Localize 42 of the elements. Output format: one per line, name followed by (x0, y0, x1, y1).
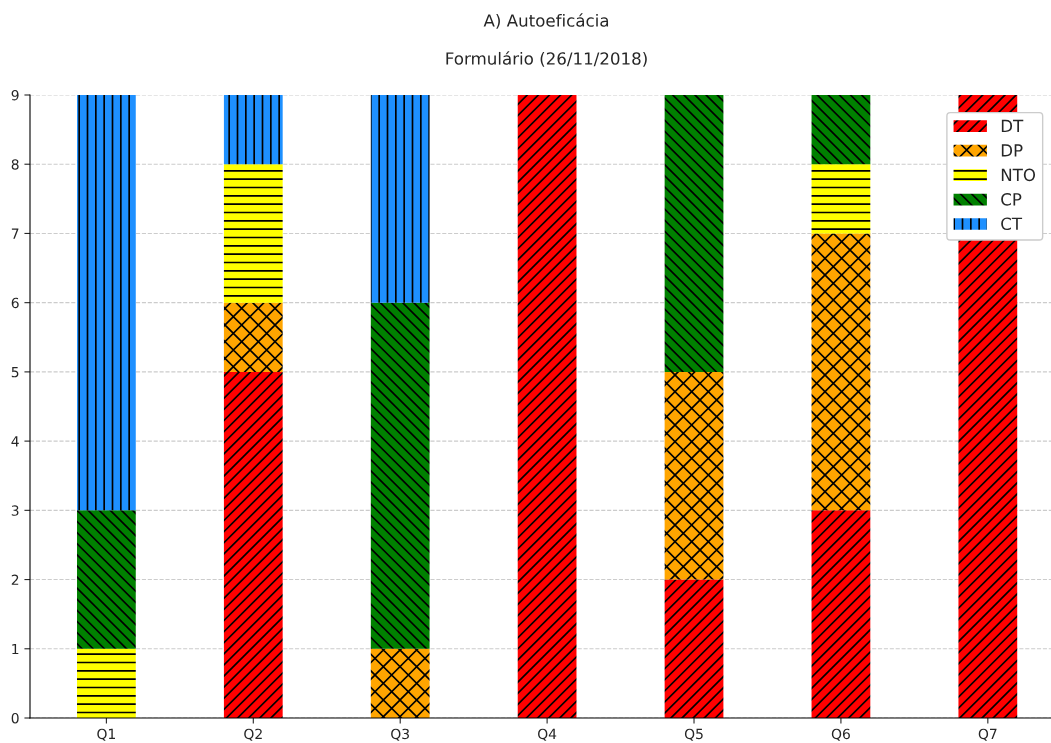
bar (223, 95, 283, 165)
y-tick-label: 8 (11, 159, 19, 170)
bar (811, 95, 871, 165)
y-tick-label: 6 (11, 297, 19, 309)
bar (664, 371, 724, 580)
y-tick-label: 5 (11, 367, 19, 378)
x-tick-label: Q3 (391, 728, 409, 741)
chart-subtitle: Formulário (26/11/2018) (446, 51, 647, 67)
bar (77, 648, 136, 718)
y-tick-label: 7 (11, 228, 19, 239)
bar (223, 371, 283, 718)
legend-label: DP (1001, 144, 1023, 157)
bar (77, 510, 136, 649)
x-tick-label: Q6 (831, 728, 850, 741)
y-tick-label: 1 (12, 643, 19, 655)
x-tick-label: Q1 (97, 728, 115, 741)
bar (77, 95, 136, 511)
y-tick-label: 9 (11, 89, 19, 101)
legend-label: DT (1001, 119, 1024, 133)
bar (811, 510, 871, 718)
bar (370, 648, 430, 718)
chart-title: A) Autoeficácia (483, 13, 609, 29)
legend-label: CP (1001, 193, 1022, 206)
bar (811, 164, 871, 234)
legend-label: CT (1001, 217, 1023, 231)
bar (811, 233, 871, 511)
x-tick-label: Q7 (978, 728, 997, 741)
bar (223, 302, 283, 372)
bar (223, 164, 283, 303)
bar (664, 579, 724, 718)
bar (517, 95, 577, 718)
y-tick-label: 3 (11, 505, 19, 516)
y-tick-label: 0 (11, 712, 19, 724)
bar (370, 95, 430, 303)
y-tick-label: 2 (11, 574, 19, 585)
legend-label: NTO (1001, 168, 1036, 182)
x-tick-label: Q4 (538, 728, 557, 741)
x-tick-label: Q5 (684, 728, 703, 741)
bar (370, 302, 430, 649)
y-tick-label: 4 (11, 436, 19, 447)
x-tick-label: Q2 (244, 728, 262, 741)
bar (664, 95, 724, 372)
